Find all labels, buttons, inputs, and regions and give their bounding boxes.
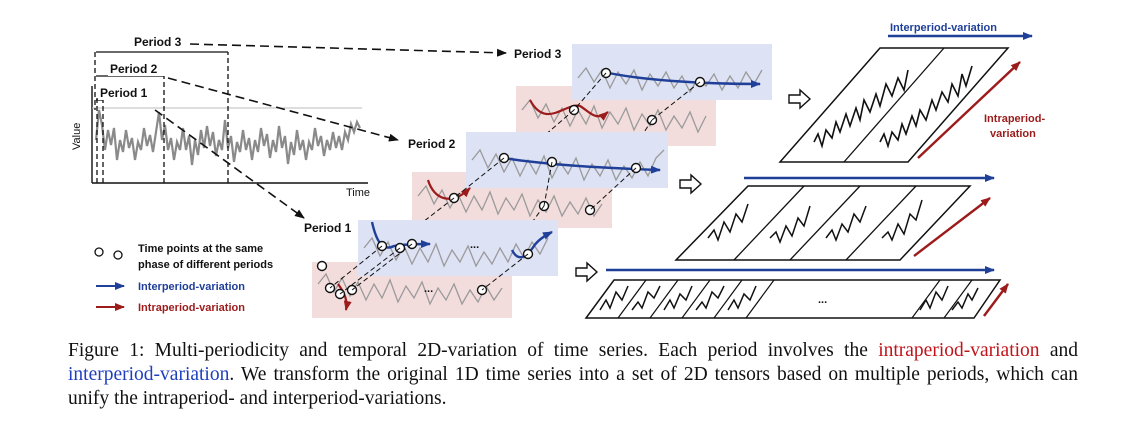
legend-inter-label: Interperiod-variation bbox=[138, 281, 245, 293]
period2-phase-link bbox=[589, 167, 637, 211]
tensor-bottom-wave bbox=[599, 285, 629, 311]
caption-suffix: . We transform the original 1D time seri… bbox=[68, 364, 1078, 409]
legend-point-icon bbox=[113, 250, 123, 260]
stack-period3-label: Period 3 bbox=[514, 47, 562, 61]
period3-inter-arrow bbox=[603, 70, 761, 88]
right-inter-title: Interperiod-variation bbox=[890, 22, 997, 34]
period3-series-bottom bbox=[521, 98, 707, 134]
stack-period1-label: Period 1 bbox=[304, 221, 352, 235]
figure-caption: Figure 1: Multi-periodicity and temporal… bbox=[68, 339, 1078, 411]
tensor-top-intra-arrow bbox=[917, 61, 1021, 159]
period2-label: Period 2 bbox=[110, 62, 158, 76]
tensor-bottom-wave bbox=[727, 285, 757, 311]
period2-blue-panel bbox=[466, 132, 668, 188]
hollow-arrow-icon bbox=[679, 173, 703, 195]
period1-inter-arrow-b bbox=[510, 230, 553, 259]
tensor-bottom: ... bbox=[584, 266, 1009, 319]
tensor-middle bbox=[674, 174, 995, 261]
tensor-top-wave-b bbox=[879, 65, 973, 149]
tensor-middle-wave bbox=[769, 205, 811, 245]
period1-phase-link bbox=[329, 245, 383, 289]
tensor-bottom-divider bbox=[713, 279, 743, 319]
tensor-middle-wave bbox=[881, 199, 923, 242]
period1-top-ellipsis: ... bbox=[470, 239, 479, 251]
period1-bottom-ellipsis: ... bbox=[424, 283, 433, 295]
period1-series-top bbox=[363, 236, 549, 268]
tensor-bottom-plane bbox=[584, 279, 1002, 319]
tensor-middle-divider bbox=[789, 185, 861, 261]
tensor-bottom-divider bbox=[681, 279, 711, 319]
tensor-bottom-divider bbox=[745, 279, 775, 319]
period1-arrow bbox=[154, 109, 305, 219]
tensor-middle-wave bbox=[707, 203, 749, 243]
period2-intra-arrow bbox=[426, 179, 471, 200]
x-axis-label: Time bbox=[346, 187, 370, 199]
transform-arrows bbox=[154, 43, 507, 219]
period3-phase-link bbox=[573, 72, 607, 111]
period3-label: Period 3 bbox=[134, 35, 182, 49]
tensor-bottom-wave bbox=[631, 285, 661, 311]
tensor-bottom-wave bbox=[919, 285, 949, 311]
tensor-middle-divider bbox=[845, 185, 917, 261]
legend: Time points at the same phase of differe… bbox=[94, 243, 273, 314]
stack-period2-label: Period 2 bbox=[408, 137, 456, 151]
right-intra-title-2: variation bbox=[990, 128, 1036, 140]
time-series-plot: Value Time bbox=[71, 52, 370, 199]
legend-intra-label: Intraperiod-variation bbox=[138, 302, 245, 314]
y-axis-label: Value bbox=[71, 123, 83, 150]
period1-label: Period 1 bbox=[100, 86, 148, 100]
period1-phase-link bbox=[481, 253, 529, 291]
tensor-bottom-wave bbox=[663, 285, 693, 311]
period-brackets: Period 3 Period 2 Period 1 bbox=[96, 35, 228, 101]
tensor-bottom-wave bbox=[695, 285, 725, 311]
period1-phase-link bbox=[351, 243, 413, 291]
tensor-bottom-divider bbox=[649, 279, 679, 319]
figure-panel: Value Time Period 3 Period 2 Period 1 Pe… bbox=[71, 22, 1045, 319]
tensor-top: Interperiod-variation Intraperiod- varia… bbox=[778, 22, 1045, 163]
tensor-bottom-divider bbox=[943, 279, 973, 319]
caption-mid: and bbox=[1039, 340, 1078, 361]
hollow-arrow-icon bbox=[575, 261, 599, 283]
period3-label-bg bbox=[132, 35, 190, 49]
caption-prefix: Figure 1: Multi-periodicity and temporal… bbox=[68, 340, 879, 361]
hollow-arrow-icon bbox=[788, 88, 812, 110]
period3-phase-link bbox=[651, 81, 701, 121]
period2-label-bg bbox=[108, 62, 166, 76]
tensor-top-wave-a bbox=[813, 69, 909, 149]
period1-phase-link bbox=[339, 247, 401, 295]
figure-svg: Value Time Period 3 Period 2 Period 1 Pe… bbox=[71, 22, 1045, 319]
period2-arrow bbox=[167, 77, 399, 142]
hollow-arrows bbox=[575, 88, 812, 283]
tensor-middle-intra-arrow bbox=[913, 197, 991, 257]
period1-intra-arrow bbox=[337, 283, 352, 311]
period2-series-bottom bbox=[417, 184, 603, 218]
tensor-middle-divider bbox=[733, 185, 805, 261]
period2-series-top bbox=[471, 148, 665, 182]
period1-point bbox=[316, 260, 328, 272]
period1-stack: Period 1 ... ... bbox=[304, 220, 558, 318]
caption-inter-term: interperiod-variation bbox=[68, 364, 230, 385]
tensor-bottom-intra-arrow bbox=[983, 283, 1009, 317]
tensor-bottom-wave bbox=[951, 287, 979, 311]
period3-intra-arrow bbox=[529, 99, 609, 121]
period1-label-bg bbox=[98, 86, 156, 100]
caption-intra-term: intraperiod-variation bbox=[878, 340, 1040, 361]
tensor-bottom-divider bbox=[617, 279, 647, 319]
tensor-middle-wave bbox=[825, 205, 867, 243]
tensor-bottom-ellipsis: ... bbox=[818, 294, 827, 306]
tensor-middle-plane bbox=[674, 185, 972, 261]
period3-arrow bbox=[189, 43, 507, 57]
period2-phase-link bbox=[453, 157, 505, 199]
period1-inter-arrow-a bbox=[370, 221, 431, 249]
legend-point-icon bbox=[94, 247, 104, 257]
tensor-top-divider bbox=[843, 47, 945, 163]
right-intra-title: Intraperiod- bbox=[984, 113, 1045, 125]
legend-points-label-2: phase of different periods bbox=[138, 259, 273, 271]
legend-points-label: Time points at the same bbox=[138, 243, 263, 255]
